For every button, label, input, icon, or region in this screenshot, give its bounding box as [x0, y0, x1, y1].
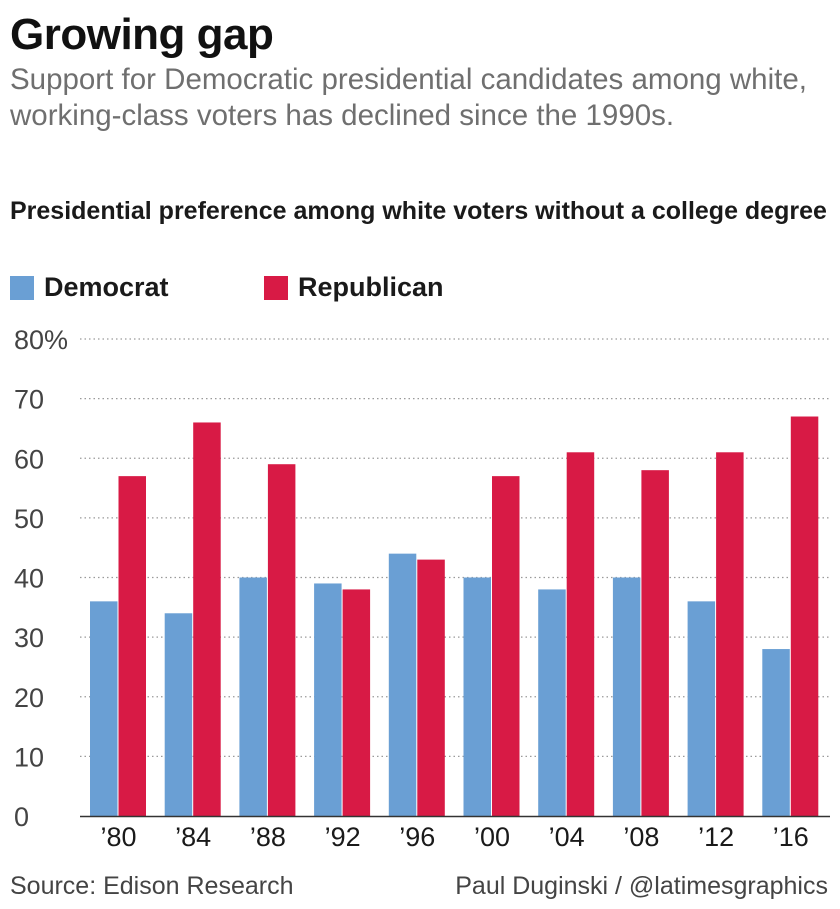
y-tick-label: 0 [14, 802, 29, 832]
legend-swatch-republican [264, 276, 288, 300]
x-tick-label: ’92 [325, 822, 361, 852]
bar-democrat-6 [538, 589, 566, 816]
x-tick-label: ’88 [250, 822, 286, 852]
bar-democrat-8 [687, 601, 716, 816]
x-tick-label: ’84 [175, 822, 211, 852]
bar-democrat-5 [463, 577, 491, 816]
x-tick-label: ’16 [773, 822, 809, 852]
chart-subtitle: Support for Democratic presidential cand… [10, 63, 807, 132]
bar-republican-1 [193, 422, 221, 816]
x-tick-label: ’12 [698, 822, 734, 852]
y-tick-label: 50 [14, 504, 44, 534]
chart-plot-title: Presidential preference among white vote… [10, 197, 827, 225]
bar-republican-4 [417, 559, 445, 816]
source-note: Source: Edison Research [10, 872, 294, 900]
x-tick-label: ’04 [549, 822, 585, 852]
y-tick-label: 70 [14, 385, 44, 415]
bar-democrat-1 [164, 613, 193, 816]
chart-title-heading: Growing gap [10, 10, 274, 59]
bar-republican-8 [716, 452, 744, 816]
bar-democrat-3 [314, 583, 342, 816]
bar-republican-9 [790, 416, 819, 816]
bar-democrat-9 [762, 649, 790, 816]
bar-republican-7 [641, 470, 669, 816]
bar-republican-6 [566, 452, 595, 816]
y-tick-label: 30 [14, 623, 44, 653]
x-tick-label: ’96 [399, 822, 435, 852]
bar-republican-5 [492, 476, 520, 816]
x-tick-label: ’80 [100, 822, 136, 852]
credit-note: Paul Duginski / @latimesgraphics [455, 872, 828, 900]
legend-swatch-democrat [10, 276, 34, 300]
y-tick-label: 40 [14, 564, 44, 594]
bar-republican-2 [267, 464, 296, 816]
bar-democrat-2 [239, 577, 267, 816]
x-tick-label: ’08 [623, 822, 659, 852]
bar-republican-0 [118, 476, 146, 816]
y-tick-label: 10 [14, 742, 44, 772]
y-tick-label: 60 [14, 444, 44, 474]
bar-democrat-7 [612, 577, 641, 816]
legend-label-democrat: Democrat [44, 272, 169, 302]
bar-democrat-0 [90, 601, 118, 816]
legend-label-republican: Republican [298, 272, 444, 302]
x-tick-label: ’00 [474, 822, 510, 852]
bar-republican-3 [342, 589, 371, 816]
y-tick-label: 20 [14, 683, 44, 713]
y-tick-label: 80% [14, 325, 68, 355]
bar-democrat-4 [388, 553, 417, 816]
